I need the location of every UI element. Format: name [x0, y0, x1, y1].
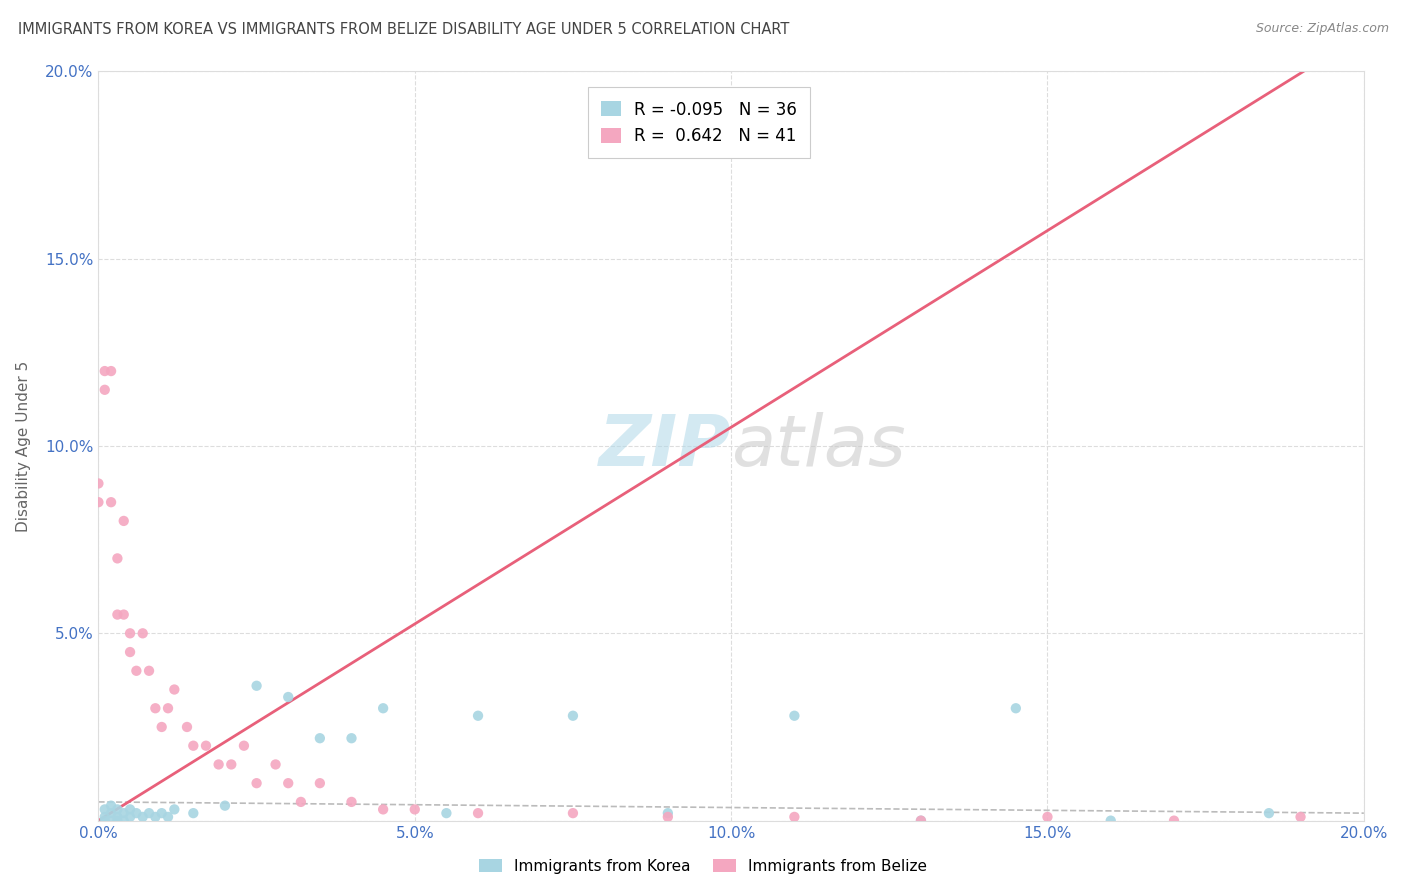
- Point: [112, 607, 135, 622]
- Point: [100, 814, 122, 828]
- Point: [783, 810, 806, 824]
- Point: [277, 776, 299, 790]
- Legend: Immigrants from Korea, Immigrants from Belize: Immigrants from Korea, Immigrants from B…: [472, 853, 934, 880]
- Point: [1257, 806, 1279, 821]
- Point: [132, 810, 155, 824]
- Point: [246, 776, 269, 790]
- Point: [219, 757, 243, 772]
- Point: [138, 806, 160, 821]
- Point: [157, 701, 180, 715]
- Point: [910, 814, 932, 828]
- Point: [100, 364, 122, 378]
- Point: [107, 802, 129, 816]
- Point: [87, 476, 110, 491]
- Point: [910, 814, 932, 828]
- Point: [145, 810, 166, 824]
- Text: ZIP: ZIP: [599, 411, 731, 481]
- Point: [277, 690, 299, 704]
- Point: [371, 802, 394, 816]
- Point: [561, 708, 585, 723]
- Point: [657, 806, 679, 821]
- Point: [145, 701, 166, 715]
- Point: [93, 364, 117, 378]
- Point: [183, 739, 205, 753]
- Point: [138, 664, 160, 678]
- Point: [120, 810, 141, 824]
- Point: [194, 739, 218, 753]
- Point: [93, 810, 117, 824]
- Point: [150, 720, 173, 734]
- Point: [467, 806, 489, 821]
- Point: [100, 806, 122, 821]
- Point: [404, 802, 426, 816]
- Point: [208, 757, 231, 772]
- Point: [371, 701, 394, 715]
- Point: [93, 802, 117, 816]
- Point: [150, 806, 173, 821]
- Point: [120, 645, 141, 659]
- Point: [183, 806, 205, 821]
- Point: [112, 806, 135, 821]
- Point: [107, 810, 129, 824]
- Point: [264, 757, 287, 772]
- Point: [112, 514, 135, 528]
- Y-axis label: Disability Age Under 5: Disability Age Under 5: [17, 360, 31, 532]
- Point: [290, 795, 312, 809]
- Point: [163, 682, 186, 697]
- Point: [176, 720, 198, 734]
- Point: [309, 776, 332, 790]
- Point: [1004, 701, 1026, 715]
- Point: [467, 708, 489, 723]
- Point: [1036, 810, 1059, 824]
- Point: [107, 607, 129, 622]
- Point: [107, 814, 129, 828]
- Point: [783, 708, 806, 723]
- Point: [125, 664, 148, 678]
- Point: [340, 795, 363, 809]
- Point: [246, 679, 269, 693]
- Point: [132, 626, 155, 640]
- Point: [100, 798, 122, 813]
- Point: [107, 551, 129, 566]
- Point: [120, 802, 141, 816]
- Point: [112, 814, 135, 828]
- Text: IMMIGRANTS FROM KOREA VS IMMIGRANTS FROM BELIZE DISABILITY AGE UNDER 5 CORRELATI: IMMIGRANTS FROM KOREA VS IMMIGRANTS FROM…: [18, 22, 790, 37]
- Text: Source: ZipAtlas.com: Source: ZipAtlas.com: [1256, 22, 1389, 36]
- Point: [157, 810, 180, 824]
- Point: [561, 806, 585, 821]
- Point: [125, 806, 148, 821]
- Point: [163, 802, 186, 816]
- Point: [340, 731, 363, 746]
- Point: [309, 731, 332, 746]
- Point: [657, 810, 679, 824]
- Point: [87, 495, 110, 509]
- Point: [1289, 810, 1312, 824]
- Point: [436, 806, 458, 821]
- Point: [93, 814, 117, 828]
- Text: atlas: atlas: [731, 411, 905, 481]
- Point: [214, 798, 236, 813]
- Point: [1163, 814, 1185, 828]
- Legend: R = -0.095   N = 36, R =  0.642   N = 41: R = -0.095 N = 36, R = 0.642 N = 41: [588, 87, 810, 158]
- Point: [120, 626, 141, 640]
- Point: [100, 495, 122, 509]
- Point: [233, 739, 256, 753]
- Point: [93, 383, 117, 397]
- Point: [1099, 814, 1122, 828]
